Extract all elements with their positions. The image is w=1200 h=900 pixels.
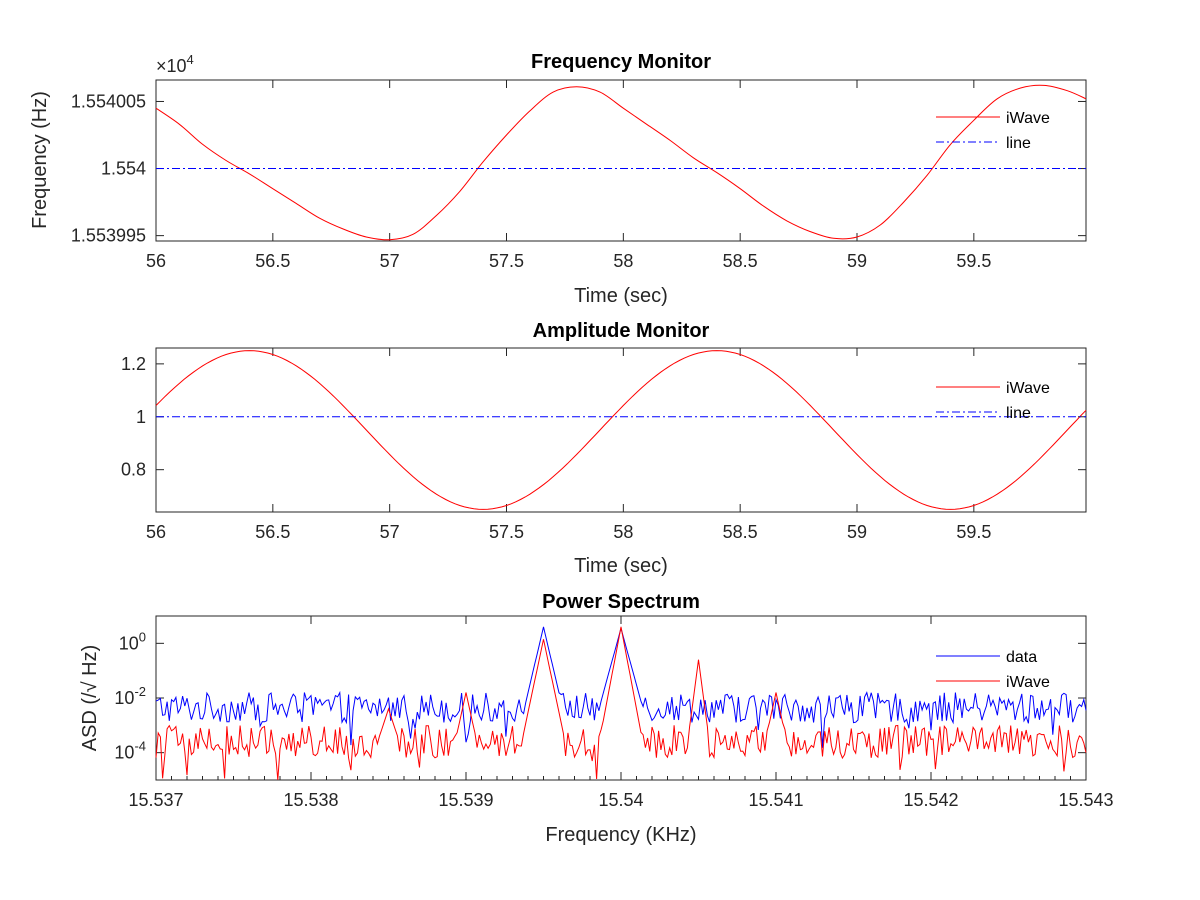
spectrum-x-ticks: 15.537 15.538 15.539 15.54 15.541 15.542 15.54… (128, 616, 1114, 810)
y-tick-label: 1.554005 (71, 91, 146, 111)
y-tick-label: 10-2 (114, 684, 146, 708)
x-tick-label: 58 (613, 251, 633, 271)
legend-label-0: data (1006, 649, 1037, 666)
y-tick-label: 1.554 (101, 159, 146, 179)
y-tick-label: 0.8 (121, 460, 146, 480)
x-tick-label: 56 (146, 251, 166, 271)
x-tick-label: 58 (613, 522, 633, 542)
x-tick-label: 57.5 (489, 251, 524, 271)
y-tick-label: 10-4 (114, 739, 146, 763)
frequency-title: Frequency Monitor (531, 51, 711, 73)
series-line-iwave (155, 84, 1087, 241)
frequency-monitor-panel: 56 56.5 57 57.5 58 58.5 59 59.5 1.5539951.5541.… (29, 51, 1087, 307)
x-tick-label: 15.539 (438, 790, 493, 810)
x-tick-label: 58.5 (723, 522, 758, 542)
frequency-series (155, 84, 1087, 241)
x-tick-label: 58.5 (723, 251, 758, 271)
exponent-base: ×10 (156, 56, 187, 76)
x-tick-label: 57 (380, 522, 400, 542)
power-spectrum-panel: 15.537 15.538 15.539 15.54 15.541 15.542 15.54… (79, 591, 1114, 846)
legend-label-1: line (1006, 405, 1031, 422)
frequency-exponent-label: ×104 (156, 52, 194, 76)
y-tick-exponent: 0 (139, 629, 146, 644)
x-tick-label: 57.5 (489, 522, 524, 542)
legend-label-1: line (1006, 135, 1031, 152)
amplitude-xlabel: Time (sec) (574, 555, 668, 577)
amplitude-y-ticks: 0.8 1 1.2 (121, 354, 1086, 480)
x-tick-label: 15.543 (1058, 790, 1113, 810)
x-tick-label: 59 (847, 522, 867, 542)
frequency-x-ticks: 56 56.5 57 57.5 58 58.5 59 59.5 (146, 80, 991, 271)
frequency-y-ticks: 1.553995 1.554 1.554005 (71, 91, 1086, 246)
y-tick-label: 1.2 (121, 354, 146, 374)
frequency-axes-box (155, 79, 1087, 242)
legend-label-0: iWave (1006, 110, 1050, 127)
legend-label-0: iWave (1006, 380, 1050, 397)
x-tick-label: 15.538 (283, 790, 338, 810)
y-tick-exponent: -2 (134, 684, 146, 699)
y-tick-base: 10 (114, 743, 134, 763)
x-tick-label: 59.5 (956, 251, 991, 271)
x-tick-label: 15.542 (903, 790, 958, 810)
amplitude-axes-box (155, 347, 1087, 513)
frequency-ylabel: Frequency (Hz) (29, 91, 51, 229)
x-tick-label: 56 (146, 522, 166, 542)
x-tick-label: 56.5 (255, 251, 290, 271)
legend-label-1: iWave (1006, 674, 1050, 691)
series-line-iwave (155, 350, 1087, 510)
y-tick-base: 10 (114, 688, 134, 708)
amplitude-title: Amplitude Monitor (533, 320, 710, 342)
exponent-power: 4 (187, 52, 194, 67)
amplitude-series (155, 350, 1087, 510)
amplitude-monitor-panel: 56 56.5 57 57.5 58 58.5 59 59.5 0.8 1 1.2 Amplitu… (121, 320, 1087, 577)
spectrum-series (155, 626, 1087, 781)
y-tick-label: 1.553995 (71, 226, 146, 246)
x-tick-label: 59 (847, 251, 867, 271)
y-tick-exponent: -4 (134, 739, 146, 754)
amplitude-x-ticks: 56 56.5 57 57.5 58 58.5 59 59.5 (146, 348, 991, 542)
y-tick-label: 1 (136, 407, 146, 427)
x-tick-label: 57 (380, 251, 400, 271)
x-tick-label: 15.54 (598, 790, 643, 810)
amplitude-legend: iWave line (936, 380, 1050, 422)
y-tick-label: 100 (119, 629, 146, 653)
spectrum-title: Power Spectrum (542, 591, 700, 613)
frequency-xlabel: Time (sec) (574, 285, 668, 307)
x-tick-label: 15.541 (748, 790, 803, 810)
series-line-iwave (155, 626, 1087, 781)
spectrum-xlabel: Frequency (KHz) (545, 824, 696, 846)
y-tick-base: 10 (119, 633, 139, 653)
spectrum-ylabel: ASD (/√ Hz) (79, 645, 101, 752)
x-tick-label: 59.5 (956, 522, 991, 542)
frequency-legend: iWave line (936, 110, 1050, 152)
x-tick-label: 15.537 (128, 790, 183, 810)
x-tick-label: 56.5 (255, 522, 290, 542)
spectrum-legend: data iWave (936, 649, 1050, 691)
